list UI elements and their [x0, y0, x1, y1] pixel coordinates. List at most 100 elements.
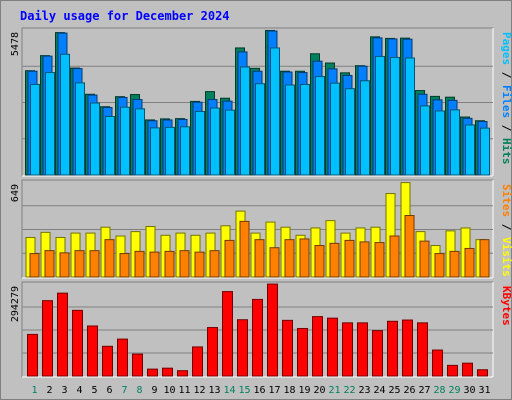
x-tick-label-day-29: 29 [448, 385, 460, 396]
bar-sites-day-30 [464, 247, 475, 278]
bar-pages-day-19 [300, 83, 310, 176]
bar-sites-day-12 [194, 251, 205, 278]
bar-pages-day-6 [105, 116, 115, 176]
x-tick-label-day-6: 6 [106, 385, 112, 396]
x-tick-label-day-15: 15 [238, 385, 250, 396]
bar-pages-day-8 [135, 108, 145, 176]
bar-sites-day-16 [254, 239, 265, 278]
legend-part: Sites [500, 184, 512, 217]
bar-kbytes-day-10 [162, 367, 173, 377]
bar-kbytes-day-1 [27, 333, 38, 377]
x-tick-label-day-28: 28 [433, 385, 445, 396]
x-tick-label-day-20: 20 [313, 385, 325, 396]
x-axis-labels: 1 2 3 4 5 6 7 8 9 10 11 12 13 14 15 16 17 18 19 20 21 22 23 24 2… [31, 385, 490, 396]
bar-kbytes-day-2 [42, 300, 53, 377]
x-tick-label-day-30: 30 [463, 385, 475, 396]
bar-pages-day-7 [120, 106, 130, 176]
x-tick-label-day-22: 22 [343, 385, 355, 396]
x-tick-label-day-10: 10 [163, 385, 175, 396]
bar-kbytes-day-27 [417, 322, 428, 377]
bar-kbytes-day-20 [312, 316, 323, 377]
bar-kbytes-day-3 [57, 292, 68, 377]
bar-sites-day-17 [269, 247, 280, 278]
x-tick-label-day-26: 26 [403, 385, 415, 396]
x-tick-label-day-8: 8 [136, 385, 142, 396]
bar-kbytes-day-16 [252, 298, 263, 377]
bar-sites-day-31 [479, 239, 490, 278]
bar-sites-day-7 [119, 253, 130, 278]
bar-sites-day-10 [164, 250, 175, 278]
bar-sites-day-6 [104, 239, 115, 278]
bar-pages-day-27 [420, 105, 430, 176]
bar-sites-day-22 [344, 239, 355, 278]
bar-sites-day-29 [449, 250, 460, 278]
bar-kbytes-day-17 [267, 283, 278, 377]
bar-pages-day-31 [480, 127, 490, 176]
bar-sites-day-24 [374, 242, 385, 278]
legend-label: Pages / Files / Hits [500, 32, 512, 165]
bar-sites-day-1 [29, 253, 40, 278]
bar-pages-day-16 [255, 83, 265, 176]
bar-pages-day-5 [90, 102, 100, 176]
series-pages [30, 47, 490, 176]
y-max-label: 294279 [10, 286, 21, 322]
bar-kbytes-day-30 [462, 362, 473, 377]
bar-kbytes-day-8 [132, 353, 143, 377]
bar-sites-day-8 [134, 250, 145, 278]
bar-kbytes-day-9 [147, 368, 158, 377]
x-tick-label-day-1: 1 [31, 385, 37, 396]
bar-kbytes-day-24 [372, 330, 383, 377]
bar-sites-day-14 [224, 239, 235, 278]
legend-part: / [500, 217, 512, 237]
bar-kbytes-day-5 [87, 325, 98, 377]
bar-pages-day-30 [465, 124, 475, 176]
bar-kbytes-day-12 [192, 346, 203, 377]
x-tick-label-day-24: 24 [373, 385, 385, 396]
x-tick-label-day-25: 25 [388, 385, 400, 396]
bar-pages-day-13 [210, 107, 220, 176]
y-max-label: 649 [10, 184, 21, 202]
bar-kbytes-day-28 [432, 349, 443, 377]
bar-pages-day-28 [435, 110, 445, 176]
x-tick-label-day-17: 17 [268, 385, 280, 396]
x-tick-label-day-2: 2 [46, 385, 52, 396]
series-kbytes [27, 283, 488, 377]
bar-pages-day-26 [405, 57, 415, 176]
series-sites [29, 215, 490, 278]
bar-kbytes-day-21 [327, 317, 338, 377]
x-tick-label-day-23: 23 [358, 385, 370, 396]
bar-kbytes-day-29 [447, 364, 458, 377]
legend-part: Files [500, 85, 512, 118]
bar-pages-day-15 [240, 66, 250, 176]
bar-pages-day-9 [150, 127, 160, 176]
bar-sites-day-13 [209, 250, 220, 278]
bar-kbytes-day-26 [402, 319, 413, 377]
x-tick-label-day-19: 19 [298, 385, 310, 396]
bar-pages-day-3 [60, 53, 70, 176]
bar-pages-day-10 [165, 126, 175, 176]
bar-kbytes-day-23 [357, 322, 368, 377]
bar-pages-day-4 [75, 82, 85, 176]
x-tick-label-day-21: 21 [328, 385, 340, 396]
x-tick-label-day-9: 9 [151, 385, 157, 396]
bar-kbytes-day-18 [282, 319, 293, 377]
bar-sites-day-23 [359, 241, 370, 278]
bar-kbytes-day-4 [72, 309, 83, 377]
bar-sites-day-2 [44, 250, 55, 278]
legend-part: KBytes [500, 286, 512, 326]
bar-kbytes-day-15 [237, 319, 248, 377]
y-max-label: 5478 [10, 32, 21, 56]
bar-pages-day-23 [360, 80, 370, 176]
bar-sites-day-28 [434, 253, 445, 278]
x-tick-label-day-3: 3 [61, 385, 67, 396]
legend-label: Sites / Visits [500, 184, 512, 277]
bar-sites-day-26 [404, 215, 415, 278]
legend-part: Pages [500, 32, 512, 65]
panel-kbytes: 294279 KBytes [10, 281, 512, 378]
bar-kbytes-day-13 [207, 327, 218, 377]
x-tick-label-day-18: 18 [283, 385, 295, 396]
bar-sites-day-20 [314, 245, 325, 278]
bar-sites-day-21 [329, 242, 340, 278]
legend-label: KBytes [500, 286, 512, 326]
bar-sites-day-9 [149, 251, 160, 278]
